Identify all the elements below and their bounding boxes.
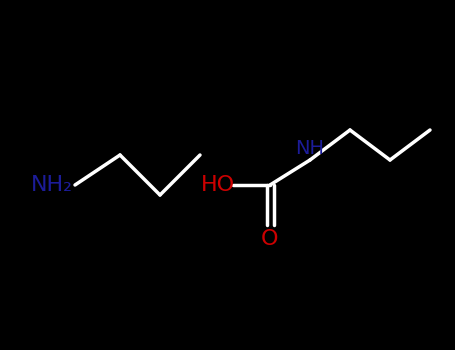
Text: O: O — [261, 229, 279, 249]
Text: NH₂: NH₂ — [31, 175, 73, 195]
Text: NH: NH — [295, 139, 324, 158]
Text: HO: HO — [201, 175, 235, 195]
